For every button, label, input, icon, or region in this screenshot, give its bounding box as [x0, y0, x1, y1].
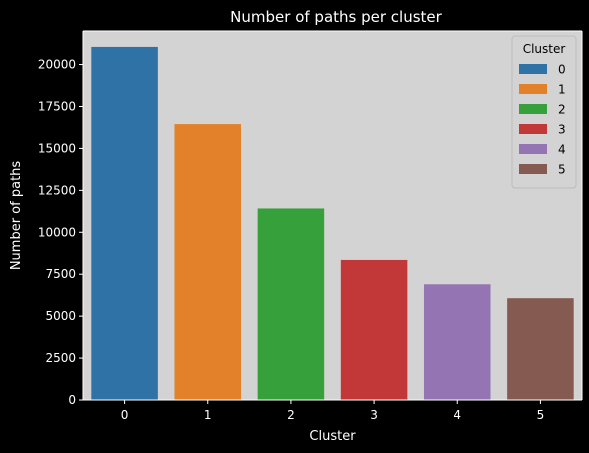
- legend-swatch-3: [519, 124, 547, 134]
- x-tick-label: 5: [537, 408, 545, 422]
- bar-4: [423, 284, 491, 400]
- x-axis-label: Cluster: [309, 429, 356, 444]
- x-tick-label: 1: [204, 408, 212, 422]
- bar-1: [174, 124, 242, 401]
- legend-swatch-5: [519, 164, 547, 174]
- y-tick-label: 7500: [45, 267, 76, 281]
- y-tick-label: 10000: [38, 225, 76, 239]
- legend-label-1: 1: [558, 83, 566, 97]
- bar-0: [91, 46, 158, 401]
- x-tick-label: 2: [287, 408, 295, 422]
- y-tick-label: 17500: [38, 99, 76, 113]
- y-tick-label: 5000: [45, 309, 76, 323]
- legend-label-3: 3: [558, 123, 566, 137]
- y-tick-label: 12500: [38, 183, 76, 197]
- y-axis: 0 2500 5000 7500 10000 12500 15000 17500 20000: [38, 31, 84, 407]
- legend: Cluster 0 1 2 3 4 5: [511, 35, 577, 189]
- legend-swatch-4: [519, 144, 547, 154]
- legend-label-0: 0: [558, 63, 566, 77]
- bar-5: [507, 298, 574, 400]
- bar-2: [257, 208, 325, 400]
- legend-swatch-2: [519, 104, 547, 114]
- legend-label-2: 2: [558, 103, 566, 117]
- x-tick-label: 0: [121, 408, 129, 422]
- bar-3: [340, 259, 408, 400]
- x-tick-label: 3: [370, 408, 378, 422]
- chart-title: Number of paths per cluster: [230, 8, 442, 26]
- legend-swatch-1: [519, 84, 547, 94]
- y-tick-label: 2500: [45, 351, 76, 365]
- y-tick-label: 0: [68, 393, 76, 407]
- plot-area: [83, 31, 582, 400]
- legend-swatch-0: [519, 64, 547, 74]
- legend-label-4: 4: [558, 143, 566, 157]
- y-axis-label: Number of paths: [9, 161, 24, 271]
- x-axis: 0 1 2 3 4 5: [83, 30, 583, 422]
- bars-group: [91, 46, 574, 401]
- legend-label-5: 5: [558, 163, 566, 177]
- x-tick-label: 4: [453, 408, 461, 422]
- y-tick-label: 15000: [38, 141, 76, 155]
- y-tick-label: 20000: [38, 58, 76, 72]
- legend-title: Cluster: [523, 42, 566, 56]
